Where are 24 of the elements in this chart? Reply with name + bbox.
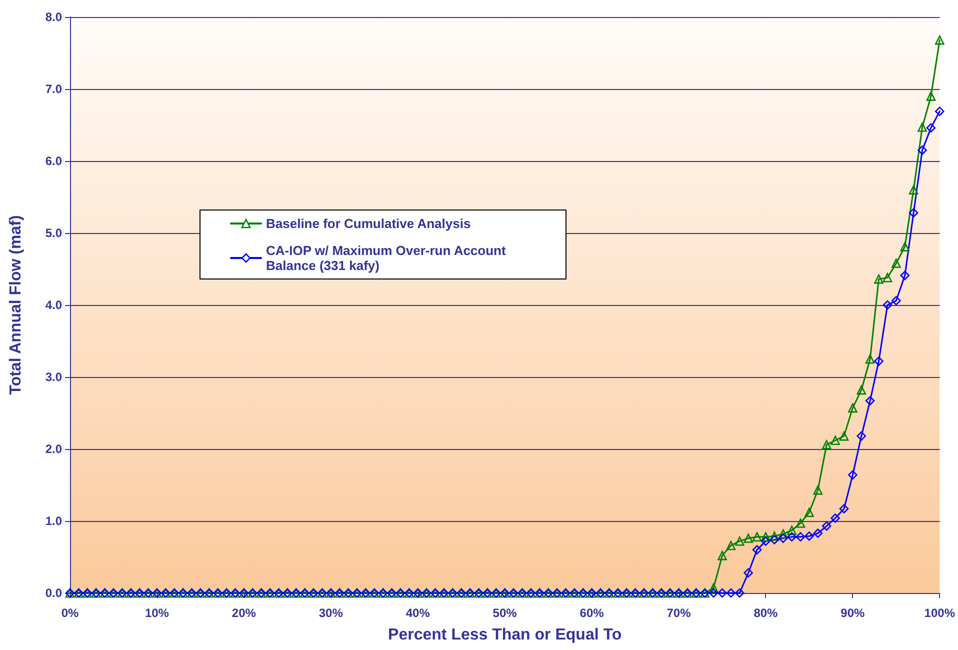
y-tick-label: 5.0 xyxy=(45,226,62,240)
legend-label: Baseline for Cumulative Analysis xyxy=(266,216,471,231)
x-axis-title: Percent Less Than or Equal To xyxy=(388,626,622,644)
x-tick-label: 70% xyxy=(666,606,692,620)
y-axis-title: Total Annual Flow (maf) xyxy=(8,215,24,395)
x-tick-label: 40% xyxy=(406,606,430,620)
y-tick-label: 4.0 xyxy=(45,298,62,312)
y-tick-label: 8.0 xyxy=(45,10,62,24)
x-tick-label: 50% xyxy=(492,606,518,620)
y-tick-label: 7.0 xyxy=(45,82,62,96)
y-tick-label: 0.0 xyxy=(45,586,62,600)
x-tick-label: 100% xyxy=(924,606,956,620)
x-tick-label: 20% xyxy=(232,606,256,620)
x-tick-label: 30% xyxy=(318,606,344,620)
x-tick-label: 0% xyxy=(61,606,79,620)
y-tick-label: 2.0 xyxy=(45,442,62,456)
y-tick-label: 6.0 xyxy=(45,154,62,168)
x-tick-label: 90% xyxy=(840,606,866,620)
legend-label: CA-IOP w/ Maximum Over-run Account Balance (331 kafy) xyxy=(266,243,510,273)
x-tick-label: 60% xyxy=(580,606,604,620)
x-tick-label: 80% xyxy=(754,606,778,620)
x-tick-label: 10% xyxy=(144,606,170,620)
y-tick-label: 3.0 xyxy=(45,370,62,384)
y-tick-label: 1.0 xyxy=(45,514,62,528)
